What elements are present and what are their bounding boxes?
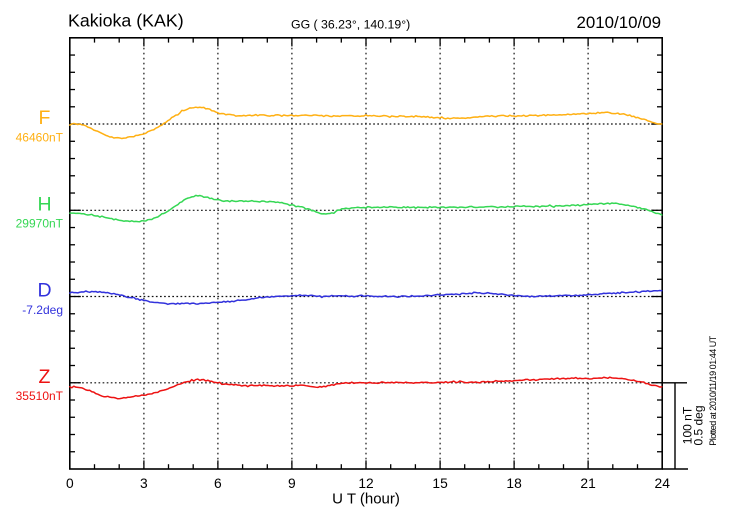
svg-text:0: 0 [66,476,74,491]
svg-text:21: 21 [580,476,595,491]
svg-text:35510nT: 35510nT [16,389,64,403]
svg-text:24: 24 [655,476,671,491]
svg-text:GG ( 36.23°, 140.19°): GG ( 36.23°, 140.19°) [291,18,410,32]
svg-text:100 nT: 100 nT [681,406,695,444]
svg-text:0.5 deg: 0.5 deg [692,405,706,445]
svg-text:12: 12 [358,476,373,491]
svg-text:18: 18 [506,476,522,491]
svg-text:15: 15 [432,476,448,491]
svg-text:29970nT: 29970nT [16,217,64,231]
svg-text:9: 9 [288,476,296,491]
svg-text:F: F [39,107,51,129]
svg-text:3: 3 [140,476,148,491]
svg-text:46460nT: 46460nT [16,130,64,144]
svg-text:2010/10/09: 2010/10/09 [576,13,661,32]
svg-text:Plotted at 2010/11/19 01:44 UT: Plotted at 2010/11/19 01:44 UT [708,335,718,445]
svg-text:-7.2deg: -7.2deg [22,303,63,317]
svg-text:6: 6 [214,476,222,491]
svg-text:Kakioka (KAK): Kakioka (KAK) [68,11,184,31]
svg-text:H: H [37,193,51,215]
svg-text:D: D [37,280,51,302]
svg-text:U T (hour): U T (hour) [332,491,400,508]
svg-text:Z: Z [39,366,51,388]
